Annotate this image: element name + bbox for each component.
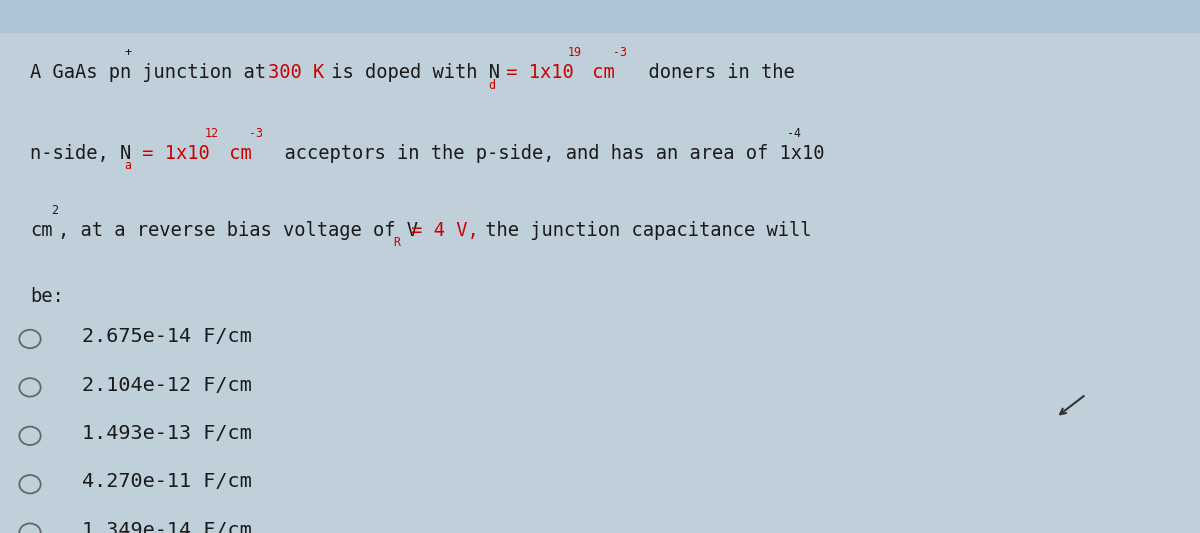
- Text: R: R: [394, 236, 401, 249]
- Text: 19: 19: [568, 46, 582, 59]
- Text: d: d: [488, 78, 496, 92]
- Text: = 4 V,: = 4 V,: [400, 221, 479, 240]
- Text: -3: -3: [612, 46, 626, 59]
- Text: 2.104e-12 F/cm: 2.104e-12 F/cm: [82, 376, 251, 394]
- Text: is doped with N: is doped with N: [320, 63, 500, 83]
- Text: , at a reverse bias voltage of V: , at a reverse bias voltage of V: [58, 221, 418, 240]
- Text: -3: -3: [250, 127, 263, 140]
- Text: cm: cm: [217, 144, 251, 163]
- Text: doners in the: doners in the: [625, 63, 794, 83]
- Text: -4: -4: [787, 127, 802, 140]
- Text: a: a: [125, 159, 132, 172]
- Text: the junction capacitance will: the junction capacitance will: [474, 221, 811, 240]
- Text: acceptors in the p-side, and has an area of 1x10: acceptors in the p-side, and has an area…: [262, 144, 824, 163]
- Text: = 1x10: = 1x10: [131, 144, 210, 163]
- Text: cm: cm: [581, 63, 614, 83]
- Text: 1.349e-14 F/cm: 1.349e-14 F/cm: [82, 521, 251, 533]
- Text: 12: 12: [204, 127, 218, 140]
- Bar: [0, 0, 1200, 33]
- Text: n-side, N: n-side, N: [30, 144, 131, 163]
- Text: 1.493e-13 F/cm: 1.493e-13 F/cm: [82, 424, 251, 443]
- Text: 4.270e-11 F/cm: 4.270e-11 F/cm: [82, 472, 251, 491]
- Text: A GaAs pn: A GaAs pn: [30, 63, 131, 83]
- Text: = 1x10: = 1x10: [494, 63, 574, 83]
- Text: +: +: [125, 46, 132, 59]
- Text: 300 K: 300 K: [268, 63, 324, 83]
- Text: 2: 2: [52, 204, 58, 217]
- Text: 2.675e-14 F/cm: 2.675e-14 F/cm: [82, 327, 251, 346]
- Text: be:: be:: [30, 287, 64, 306]
- Text: junction at: junction at: [131, 63, 277, 83]
- Text: cm: cm: [30, 221, 53, 240]
